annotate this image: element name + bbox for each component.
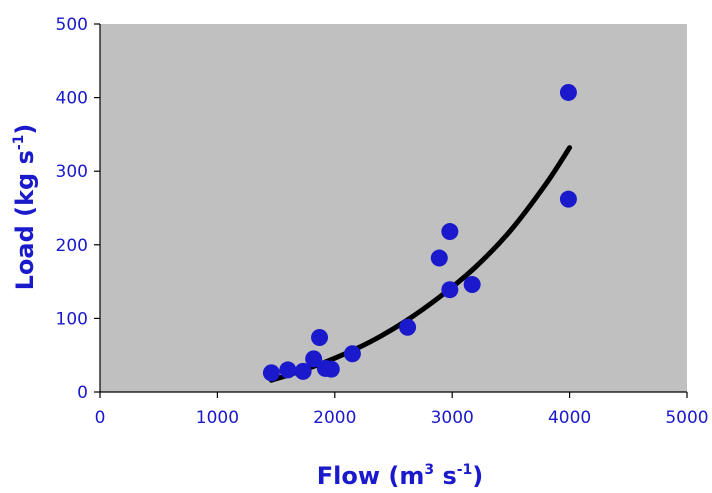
y-tick-label: 500 [56,15,88,35]
x-tick-label: 4000 [548,408,591,428]
x-tick-label: 0 [95,408,106,428]
x-axis-ticks: 0 1000 2000 3000 4000 5000 [95,392,709,428]
y-tick-label: 100 [56,309,88,329]
data-point [463,276,481,294]
y-axis-title: Load (kg s-1) [11,124,39,291]
y-tick-label: 300 [56,162,88,182]
data-point [305,350,323,368]
data-point [559,83,577,101]
y-axis-ticks: 0 100 200 300 400 500 [56,15,100,403]
data-point [430,249,448,267]
data-point [441,281,459,299]
y-tick-label: 0 [77,383,88,403]
x-tick-label: 1000 [196,408,239,428]
data-point [311,329,329,347]
data-point [343,345,361,363]
y-tick-label: 200 [56,236,88,256]
y-tick-label: 400 [56,89,88,109]
x-tick-label: 3000 [431,408,474,428]
data-point [399,318,417,336]
x-tick-label: 2000 [313,408,356,428]
plot-area [100,24,687,392]
data-point [262,364,280,382]
x-tick-label: 5000 [665,408,708,428]
data-point [322,360,340,378]
data-point [441,223,459,241]
data-point [294,362,312,380]
data-points [262,83,577,382]
data-point [559,190,577,208]
x-axis-title: Flow (m3 s-1) [317,462,484,490]
data-point [279,361,297,379]
